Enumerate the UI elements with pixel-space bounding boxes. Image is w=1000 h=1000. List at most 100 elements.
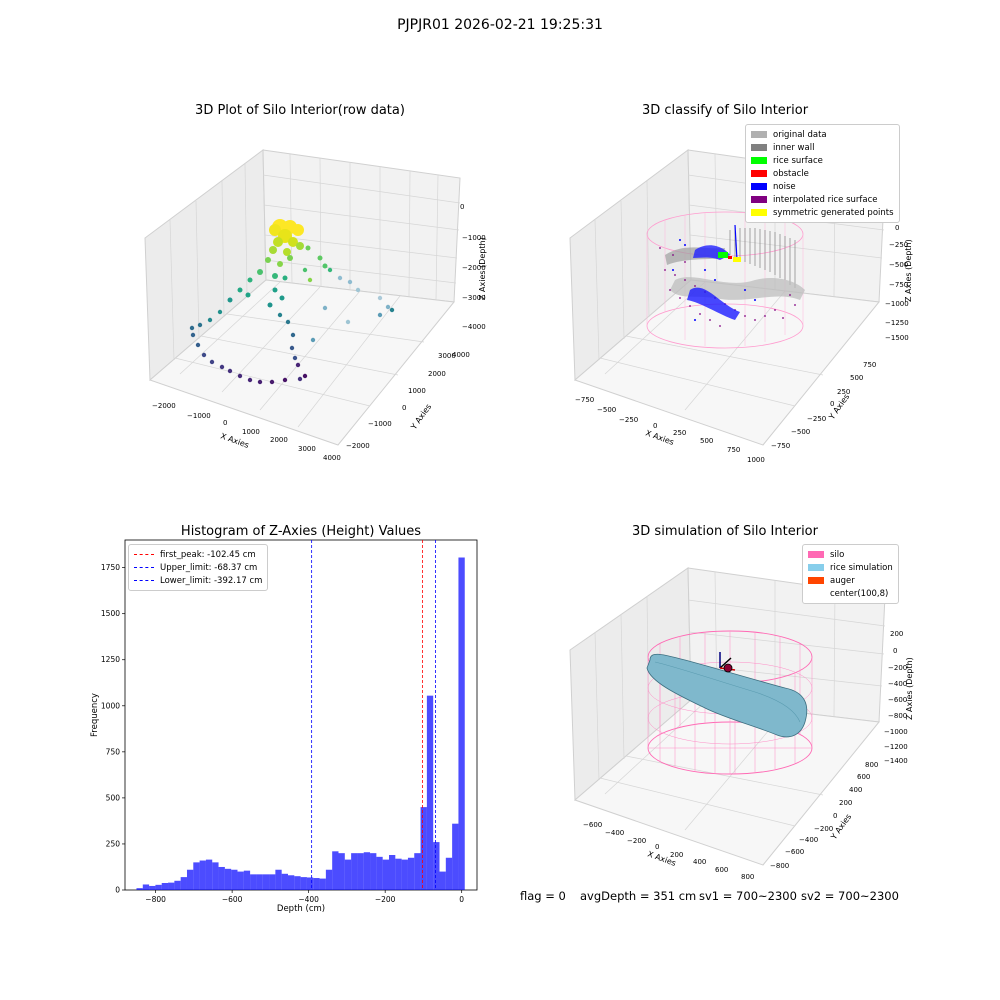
histogram-bar xyxy=(256,874,263,890)
histogram-bar xyxy=(199,860,206,890)
svg-text:−3000: −3000 xyxy=(462,294,486,302)
svg-text:0: 0 xyxy=(460,203,464,211)
simulation-plot-title: 3D simulation of Silo Interior xyxy=(632,524,818,539)
svg-text:−200: −200 xyxy=(627,837,646,845)
svg-text:−1000: −1000 xyxy=(462,234,486,242)
histogram-bar xyxy=(319,878,326,890)
svg-text:4000: 4000 xyxy=(323,454,341,462)
histogram-bar xyxy=(136,888,143,890)
svg-text:800: 800 xyxy=(865,761,878,769)
svg-text:−1000: −1000 xyxy=(187,412,211,420)
svg-text:250: 250 xyxy=(837,388,850,396)
svg-text:−250: −250 xyxy=(807,415,826,423)
x-tick-label: −600 xyxy=(222,895,243,904)
svg-text:0: 0 xyxy=(402,404,406,412)
svg-text:−1000: −1000 xyxy=(884,728,908,736)
histogram-bar xyxy=(243,870,251,890)
legend-label: Lower_limit: -392.17 cm xyxy=(160,575,263,586)
y-tick-label: 750 xyxy=(106,747,121,756)
histogram-bar xyxy=(351,853,358,890)
svg-text:800: 800 xyxy=(741,873,754,881)
legend-item-original-data: original data xyxy=(751,128,894,141)
figure-title: PJPJR01 2026-02-21 19:25:31 xyxy=(397,17,603,33)
legend-swatch xyxy=(751,157,767,164)
legend-label: original data xyxy=(773,129,827,140)
svg-text:−400: −400 xyxy=(799,836,818,844)
svg-text:1000: 1000 xyxy=(242,428,260,436)
svg-text:−250: −250 xyxy=(619,416,638,424)
svg-text:−400: −400 xyxy=(605,829,624,837)
svg-text:−1400: −1400 xyxy=(884,757,908,765)
legend-line xyxy=(134,554,154,555)
svg-text:400: 400 xyxy=(849,786,862,794)
legend-swatch xyxy=(808,577,824,584)
svg-text:600: 600 xyxy=(857,773,870,781)
avg-depth-readout: avgDepth = 351 cm xyxy=(580,889,697,903)
classify-xlabel: X Axies xyxy=(644,428,675,447)
svg-text:750: 750 xyxy=(863,361,876,369)
legend-item-upper-limit: Upper_limit: -68.37 cm xyxy=(134,561,262,574)
histogram-bar xyxy=(142,884,150,890)
histogram-bar xyxy=(149,885,156,890)
svg-text:600: 600 xyxy=(715,866,728,874)
histogram-chart: −800 −600 −400 −200 0 0 250 500 750 1000 1250 1500… xyxy=(90,539,478,914)
legend-swatch xyxy=(808,564,824,571)
raw-zlabel: Z Axies (Depth) xyxy=(478,237,487,300)
histogram-bar xyxy=(250,874,257,890)
histogram-bar xyxy=(180,877,187,890)
legend-swatch xyxy=(751,183,767,190)
legend-item-lower-limit: Lower_limit: -392.17 cm xyxy=(134,574,262,587)
legend-label: obstacle xyxy=(773,168,809,179)
histogram-bar xyxy=(332,851,339,890)
histogram-bar xyxy=(370,853,377,890)
svg-text:3000: 3000 xyxy=(298,445,316,453)
histogram-bar xyxy=(237,871,244,890)
legend-item-inner-wall: inner wall xyxy=(751,141,894,154)
histogram-bar xyxy=(338,853,345,890)
svg-text:4000: 4000 xyxy=(452,351,470,359)
histogram-bar xyxy=(376,856,383,890)
histogram-bar xyxy=(269,874,276,890)
legend-label: first_peak: -102.45 cm xyxy=(160,549,256,560)
legend-label: inner wall xyxy=(773,142,815,153)
y-tick-label: 250 xyxy=(106,839,121,848)
svg-text:−200: −200 xyxy=(814,825,833,833)
legend-label: Upper_limit: -68.37 cm xyxy=(160,562,258,573)
svg-text:750: 750 xyxy=(727,446,740,454)
histogram-bar xyxy=(458,557,465,890)
svg-text:−1000: −1000 xyxy=(885,300,909,308)
svg-text:−4000: −4000 xyxy=(462,323,486,331)
y-tick-label: 1500 xyxy=(101,609,120,618)
histogram-bar xyxy=(174,880,181,890)
legend-swatch xyxy=(751,131,767,138)
y-tick-label: 1000 xyxy=(101,701,120,710)
histogram-bar xyxy=(306,877,314,890)
histogram-bar xyxy=(161,883,169,890)
histogram-bar xyxy=(407,857,415,890)
svg-text:−1200: −1200 xyxy=(884,743,908,751)
svg-text:0: 0 xyxy=(655,843,659,851)
simulation-legend: silo rice simulation auger center(100,8) xyxy=(802,544,899,604)
svg-text:0: 0 xyxy=(830,400,834,408)
histogram-bar xyxy=(420,807,427,890)
legend-item-symmetric: symmetric generated points xyxy=(751,206,894,219)
legend-swatch xyxy=(751,170,767,177)
histogram-bar xyxy=(224,868,232,890)
legend-swatch xyxy=(751,196,767,203)
legend-item-auger: auger xyxy=(808,574,893,587)
simulation-zlabel: Z Axies (Depth) xyxy=(905,657,914,720)
raw-3d-plot: −2000 −1000 0 1000 2000 3000 4000 −2000 −1000… xyxy=(144,149,487,462)
legend-label: silo xyxy=(830,549,845,560)
svg-text:−500: −500 xyxy=(597,406,616,414)
classify-legend: original data inner wall rice surface ob… xyxy=(745,124,900,223)
legend-swatch xyxy=(751,144,767,151)
legend-label: rice surface xyxy=(773,155,823,166)
histogram-bar xyxy=(325,869,333,890)
histogram-title: Histogram of Z-Axies (Height) Values xyxy=(180,524,422,539)
flag-readout: flag = 0 xyxy=(520,889,566,903)
legend-label: auger xyxy=(830,575,855,586)
histogram-bar xyxy=(193,862,200,890)
legend-item-obstacle: obstacle xyxy=(751,167,894,180)
svg-text:250: 250 xyxy=(673,429,686,437)
legend-line xyxy=(134,567,154,568)
